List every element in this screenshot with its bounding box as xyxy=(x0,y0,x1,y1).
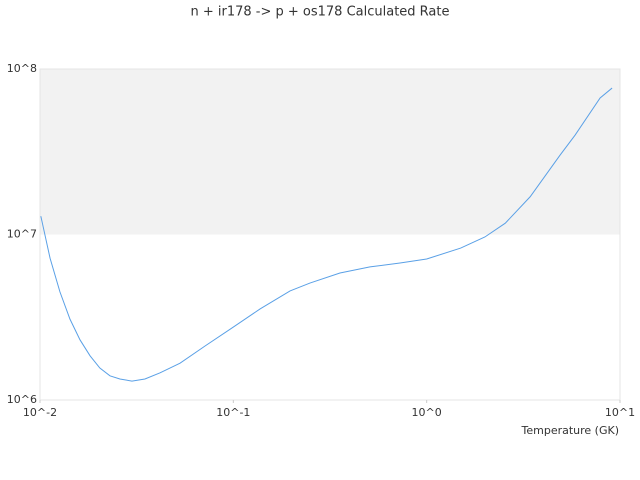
chart-title: n + ir178 -> p + os178 Calculated Rate xyxy=(190,5,449,20)
x-tick-label: 10^0 xyxy=(412,406,442,419)
y-tick-label: 10^6 xyxy=(7,393,37,406)
x-tick-label: 10^-1 xyxy=(216,406,250,419)
plot-band xyxy=(40,69,620,235)
data-line xyxy=(40,87,613,382)
y-tick-label: 10^7 xyxy=(7,228,37,241)
x-tick-label: 10^-2 xyxy=(23,406,57,419)
plot-frame xyxy=(39,68,621,401)
y-tick-label: 10^8 xyxy=(7,62,37,75)
x-axis-label: Temperature (GK) xyxy=(521,424,620,437)
x-tick-label: 10^1 xyxy=(605,406,635,419)
